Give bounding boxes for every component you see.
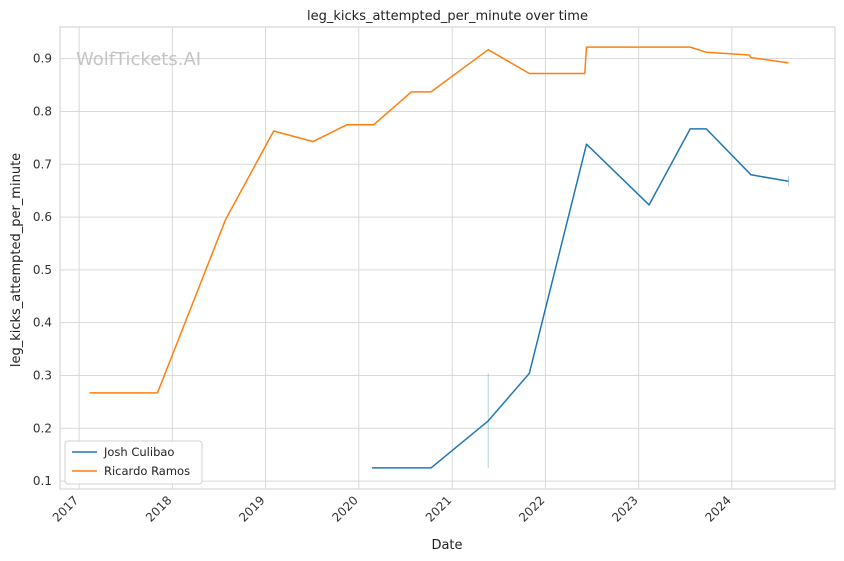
data-point [584, 72, 586, 74]
data-point [487, 420, 489, 422]
watermark: WolfTickets.AI [76, 49, 201, 70]
data-point [273, 130, 275, 132]
data-point [312, 140, 314, 142]
x-tick-label: 2017 [50, 493, 81, 524]
y-axis-label: leg_kicks_attempted_per_minute [9, 153, 24, 367]
legend-box [64, 440, 203, 485]
data-point [705, 51, 707, 53]
data-point [487, 49, 489, 51]
data-point [648, 204, 650, 206]
y-tick-label: 0.5 [33, 263, 52, 277]
data-point [528, 372, 530, 374]
x-tick-label: 2020 [329, 493, 360, 524]
y-tick-label: 0.3 [33, 368, 52, 382]
chart-title: leg_kicks_attempted_per_minute over time [307, 9, 588, 24]
data-point [371, 467, 373, 469]
data-point [430, 467, 432, 469]
x-axis-label: Date [431, 538, 462, 553]
data-point [689, 46, 691, 48]
series-ricardo-ramos [88, 46, 789, 394]
data-point [224, 219, 226, 221]
grid [60, 27, 835, 489]
series-josh-culibao [371, 128, 790, 469]
y-tick-label: 0.7 [33, 157, 52, 171]
data-point [787, 180, 789, 182]
x-tick-label: 2021 [423, 493, 454, 524]
x-tick-label: 2022 [516, 493, 547, 524]
y-axis-ticks: 0.1 0.2 0.3 0.4 0.5 0.6 0.7 0.8 0.9 [33, 52, 52, 488]
data-point [410, 91, 412, 93]
data-point [748, 54, 750, 56]
plot-area [59, 26, 836, 490]
y-tick-label: 0.2 [33, 421, 52, 435]
data-point [705, 128, 707, 130]
data-point [528, 72, 530, 74]
data-point [689, 128, 691, 130]
y-tick-label: 0.1 [33, 474, 52, 488]
data-point [346, 123, 348, 125]
data-point [373, 123, 375, 125]
data-point [787, 62, 789, 64]
series-line-ricardo-ramos [89, 46, 789, 394]
x-tick-label: 2023 [609, 493, 640, 524]
data-point [156, 392, 158, 394]
data-point [585, 143, 587, 145]
legend-label-josh-culibao: Josh Culibao [103, 445, 174, 459]
legend: Josh Culibao Ricardo Ramos [64, 440, 203, 485]
legend-label-ricardo-ramos: Ricardo Ramos [104, 464, 190, 478]
data-point [88, 392, 90, 394]
x-axis-ticks: 2017 2018 2019 2020 2021 2022 2023 2024 [50, 493, 734, 524]
x-tick-label: 2024 [702, 493, 733, 524]
y-tick-label: 0.4 [33, 316, 52, 330]
y-tick-label: 0.9 [33, 52, 52, 66]
x-tick-label: 2018 [143, 493, 174, 524]
series-layer [88, 46, 790, 469]
data-point [585, 46, 587, 48]
series-line-josh-culibao [372, 128, 789, 469]
x-tick-label: 2019 [236, 493, 267, 524]
data-point [430, 91, 432, 93]
data-point [750, 56, 752, 58]
y-tick-label: 0.6 [33, 210, 52, 224]
data-point [750, 174, 752, 176]
y-tick-label: 0.8 [33, 104, 52, 118]
